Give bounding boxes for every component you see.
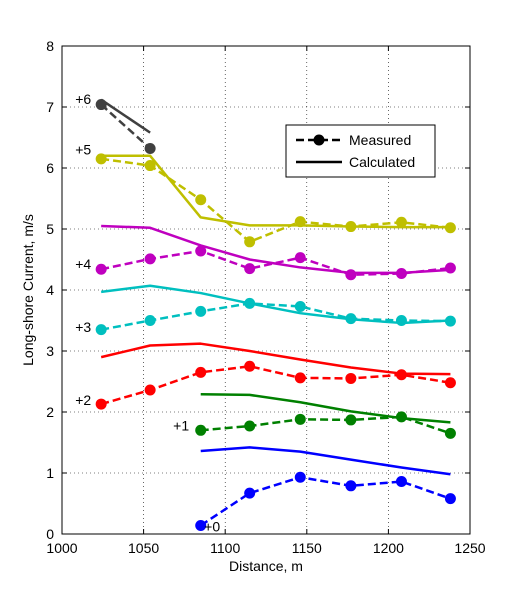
measured-point xyxy=(444,262,456,274)
measured-point xyxy=(345,221,357,233)
measured-point xyxy=(294,300,306,312)
measured-point xyxy=(195,519,207,531)
measured-point xyxy=(244,297,256,309)
y-tick-label: 6 xyxy=(46,160,54,176)
measured-point xyxy=(95,324,107,336)
calculated-line xyxy=(100,342,451,376)
measured-line xyxy=(200,415,451,435)
measured-point xyxy=(294,413,306,425)
measured-point xyxy=(144,315,156,326)
legend-measured-label: Measured xyxy=(349,132,411,148)
measured-point xyxy=(95,99,107,111)
y-axis-label: Long-shore Current, m/s xyxy=(20,214,36,366)
series-group xyxy=(95,98,156,154)
y-tick-label: 2 xyxy=(46,404,54,420)
y-tick-label: 0 xyxy=(46,526,54,542)
x-tick-label: 1100 xyxy=(210,540,240,556)
measured-point xyxy=(95,398,107,410)
measured-point xyxy=(395,268,407,280)
series-group xyxy=(95,153,456,248)
measured-point xyxy=(395,216,407,228)
offset-label: +5 xyxy=(75,142,91,158)
calculated-line xyxy=(101,284,451,325)
y-tick-label: 4 xyxy=(46,282,54,298)
measured-point xyxy=(395,411,407,423)
measured-point xyxy=(444,222,456,234)
measured-point xyxy=(244,420,256,432)
series-group xyxy=(95,224,456,281)
measured-point xyxy=(144,384,156,396)
measured-point xyxy=(345,269,357,281)
x-axis-label: Distance, m xyxy=(229,558,303,574)
offset-label: +0 xyxy=(204,519,220,535)
y-tick-label: 7 xyxy=(46,99,54,115)
measured-point xyxy=(294,252,306,264)
measured-point xyxy=(345,313,357,325)
x-tick-label: 1000 xyxy=(46,540,77,556)
measured-point xyxy=(195,305,207,317)
measured-point xyxy=(195,245,207,257)
measured-point xyxy=(294,372,306,384)
measured-point xyxy=(345,480,357,492)
measured-line xyxy=(100,302,451,331)
offset-label: +3 xyxy=(75,319,91,335)
measured-point xyxy=(444,377,456,389)
measured-point xyxy=(244,360,256,372)
grid-lines xyxy=(62,46,470,534)
series-group xyxy=(195,393,456,439)
measured-point xyxy=(444,427,456,439)
offset-label: +4 xyxy=(75,256,91,272)
y-tick-label: 1 xyxy=(46,465,54,481)
offset-label: +6 xyxy=(75,91,91,107)
series-layer xyxy=(95,98,456,531)
axis-ticks: 1000 1050 1100 1150 1200 1250 0 1 2 3 4 5 6 7 8 xyxy=(46,38,486,556)
measured-point xyxy=(345,372,357,384)
measured-point xyxy=(244,263,256,275)
measured-point xyxy=(195,366,207,378)
measured-point xyxy=(244,236,256,248)
measured-point xyxy=(444,493,456,505)
x-tick-label: 1050 xyxy=(128,540,159,556)
measured-point xyxy=(144,142,156,154)
legend-calculated-label: Calculated xyxy=(349,154,415,170)
measured-line xyxy=(200,476,451,527)
x-tick-label: 1200 xyxy=(373,540,404,556)
measured-point xyxy=(244,487,256,499)
measured-line xyxy=(100,249,451,276)
measured-point xyxy=(444,315,456,327)
legend-measured-marker xyxy=(313,134,325,146)
measured-point xyxy=(294,216,306,228)
measured-point xyxy=(144,253,156,265)
measured-point xyxy=(195,194,207,206)
series-group xyxy=(95,342,456,410)
series-group xyxy=(95,284,456,336)
calculated-line xyxy=(100,98,151,134)
y-tick-label: 3 xyxy=(46,343,54,359)
measured-point xyxy=(395,315,407,326)
offset-label: +2 xyxy=(75,392,91,408)
measured-point xyxy=(345,414,357,426)
y-tick-label: 8 xyxy=(46,38,54,54)
x-tick-label: 1150 xyxy=(292,540,322,556)
measured-point xyxy=(294,471,306,483)
y-tick-label: 5 xyxy=(46,221,54,237)
calculated-line xyxy=(101,154,451,229)
offset-labels: +0 +1 +2 +3 +4 +5 +6 xyxy=(75,91,220,535)
measured-point xyxy=(195,424,207,436)
measured-point xyxy=(395,476,407,488)
measured-point xyxy=(95,263,107,275)
offset-label: +1 xyxy=(173,417,189,433)
measured-point xyxy=(144,160,156,172)
series-group xyxy=(195,446,456,531)
calculated-line xyxy=(200,446,451,476)
measured-point xyxy=(95,153,107,165)
measured-point xyxy=(395,369,407,381)
measured-line xyxy=(100,103,151,150)
legend-box xyxy=(285,124,436,178)
x-tick-label: 1250 xyxy=(454,540,485,556)
legend: Measured Calculated xyxy=(285,124,436,178)
